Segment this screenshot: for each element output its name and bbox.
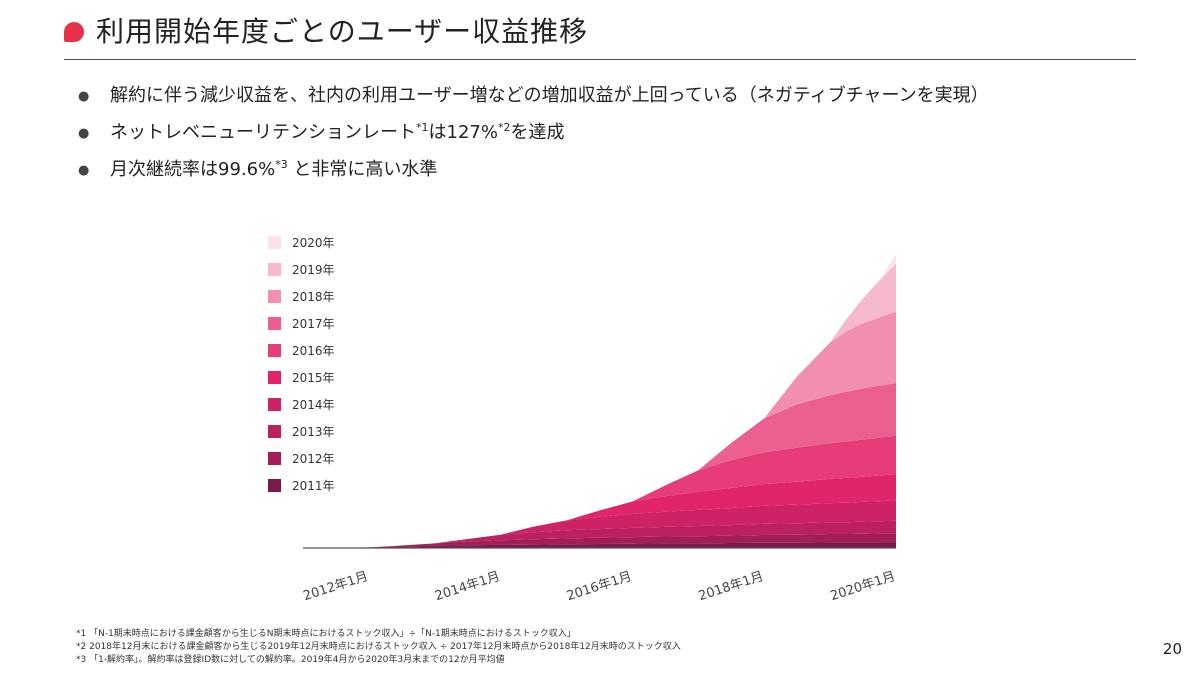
legend-label: 2016年 [292, 344, 335, 358]
legend-swatch [268, 263, 281, 276]
footnotes: *1 「N-1期末時点における課金顧客から生じるN期末時点におけるストック収入」… [76, 628, 681, 667]
title-bullet-icon [64, 22, 84, 42]
area-series-6 [303, 435, 896, 548]
legend-label: 2012年 [292, 452, 335, 466]
legend-label: 2019年 [292, 263, 335, 277]
area-series-5 [303, 474, 896, 548]
legend-swatch [268, 290, 281, 303]
area-series-2 [303, 533, 896, 548]
bullet-item: 解約に伴う減少収益を、社内の利用ユーザー増などの増加収益が上回っている（ネガティ… [78, 85, 989, 108]
legend-label: 2011年 [292, 479, 335, 493]
footnote-ref: *1 [416, 121, 429, 134]
bullet-item: 月次継続率は99.6%*3 と非常に高い水準 [78, 158, 989, 181]
footnote: *2 2018年12月末における課金顧客から生じる2019年12月末時点における… [76, 642, 681, 652]
x-tick-label: 2020年1月 [829, 569, 898, 604]
area-series-3 [303, 520, 896, 548]
area-series-1 [303, 542, 896, 548]
legend-swatch [268, 398, 281, 411]
footnote-ref: *2 [497, 121, 511, 134]
bullet-text: を達成 [510, 122, 565, 143]
slide-header: 利用開始年度ごとのユーザー収益推移 [64, 10, 588, 50]
legend-swatch [268, 452, 281, 465]
legend-swatch [268, 479, 281, 492]
bullet-item: ネットレベニューリテンションレート*1は127%*2を達成 [78, 121, 989, 144]
area-series-7 [303, 383, 896, 548]
bullet-text: と非常に高い水準 [287, 159, 438, 180]
x-tick-label: 2014年1月 [433, 569, 502, 604]
bullet-text: 解約に伴う減少収益を、社内の利用ユーザー増などの増加収益が上回っている（ネガティ… [110, 85, 989, 106]
footnote: *3 「1-解約率」。解約率は登録ID数に対しての解約率。2019年4月から20… [76, 655, 505, 665]
title-divider [64, 59, 1136, 60]
bullet-text: は127% [428, 122, 498, 143]
area-series-4 [303, 500, 896, 548]
footnote-ref: *3 [275, 158, 288, 171]
page-number: 20 [1162, 640, 1182, 658]
legend-swatch [268, 236, 281, 249]
legend-label: 2014年 [292, 398, 335, 412]
slide-title: 利用開始年度ごとのユーザー収益推移 [96, 15, 589, 48]
legend-label: 2015年 [292, 371, 335, 385]
legend-label: 2020年 [292, 236, 335, 250]
legend-swatch [268, 425, 281, 438]
bullet-text: ネットレベニューリテンションレート [110, 122, 416, 143]
x-tick-label: 2012年1月 [301, 569, 370, 604]
legend-swatch [268, 317, 281, 330]
legend-swatch [268, 371, 281, 384]
footnote: *1 「N-1期末時点における課金顧客から生じるN期末時点におけるストック収入」… [76, 629, 576, 639]
x-tick-label: 2018年1月 [697, 569, 766, 604]
x-tick-label: 2016年1月 [565, 569, 634, 604]
bullet-text: 月次継続率は99.6% [110, 159, 276, 180]
legend-label: 2017年 [292, 317, 335, 331]
legend-label: 2018年 [292, 290, 335, 304]
legend-label: 2013年 [292, 425, 335, 439]
legend-swatch [268, 344, 281, 357]
bullet-list: 解約に伴う減少収益を、社内の利用ユーザー増などの増加収益が上回っている（ネガティ… [78, 86, 989, 197]
